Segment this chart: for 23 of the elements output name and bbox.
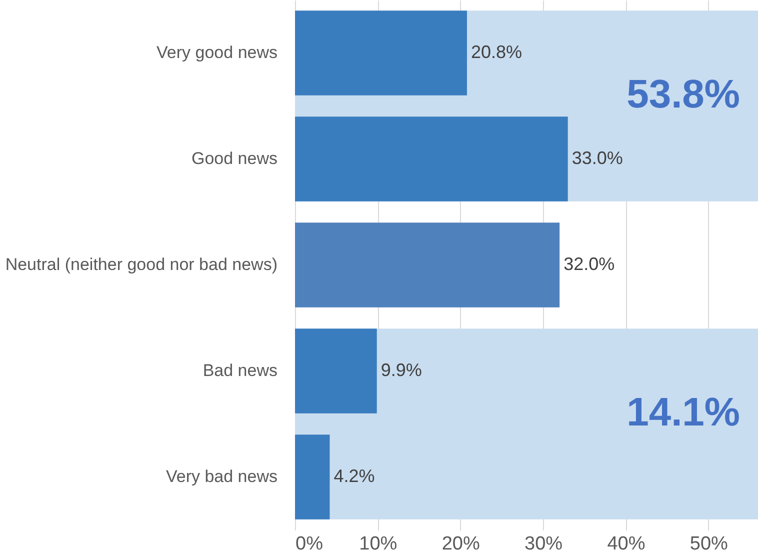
band-label: 53.8%	[626, 72, 740, 116]
y-tick-label: Very good news	[156, 43, 278, 62]
x-tick-label: 0%	[296, 534, 324, 554]
x-tick-label: 40%	[607, 534, 646, 554]
y-tick-label: Bad news	[202, 361, 278, 380]
bar	[295, 328, 377, 414]
x-tick-label: 20%	[442, 534, 480, 554]
bar	[295, 222, 560, 308]
y-tick-label: Neutral (neither good nor bad news)	[5, 255, 278, 274]
bar	[295, 116, 568, 202]
x-tick-label: 50%	[690, 534, 728, 554]
y-tick-label: Good news	[192, 149, 278, 168]
x-tick-label: 10%	[359, 534, 398, 554]
bar	[295, 10, 467, 96]
bar	[295, 434, 330, 520]
band-label: 14.1%	[626, 390, 740, 434]
y-tick-label: Very bad news	[166, 467, 278, 486]
data-label: 32.0%	[564, 254, 615, 274]
x-tick-label: 30%	[524, 534, 563, 554]
data-label: 4.2%	[334, 466, 375, 486]
data-label: 9.9%	[380, 360, 422, 380]
data-label: 33.0%	[572, 148, 623, 168]
data-label: 20.8%	[470, 42, 522, 62]
